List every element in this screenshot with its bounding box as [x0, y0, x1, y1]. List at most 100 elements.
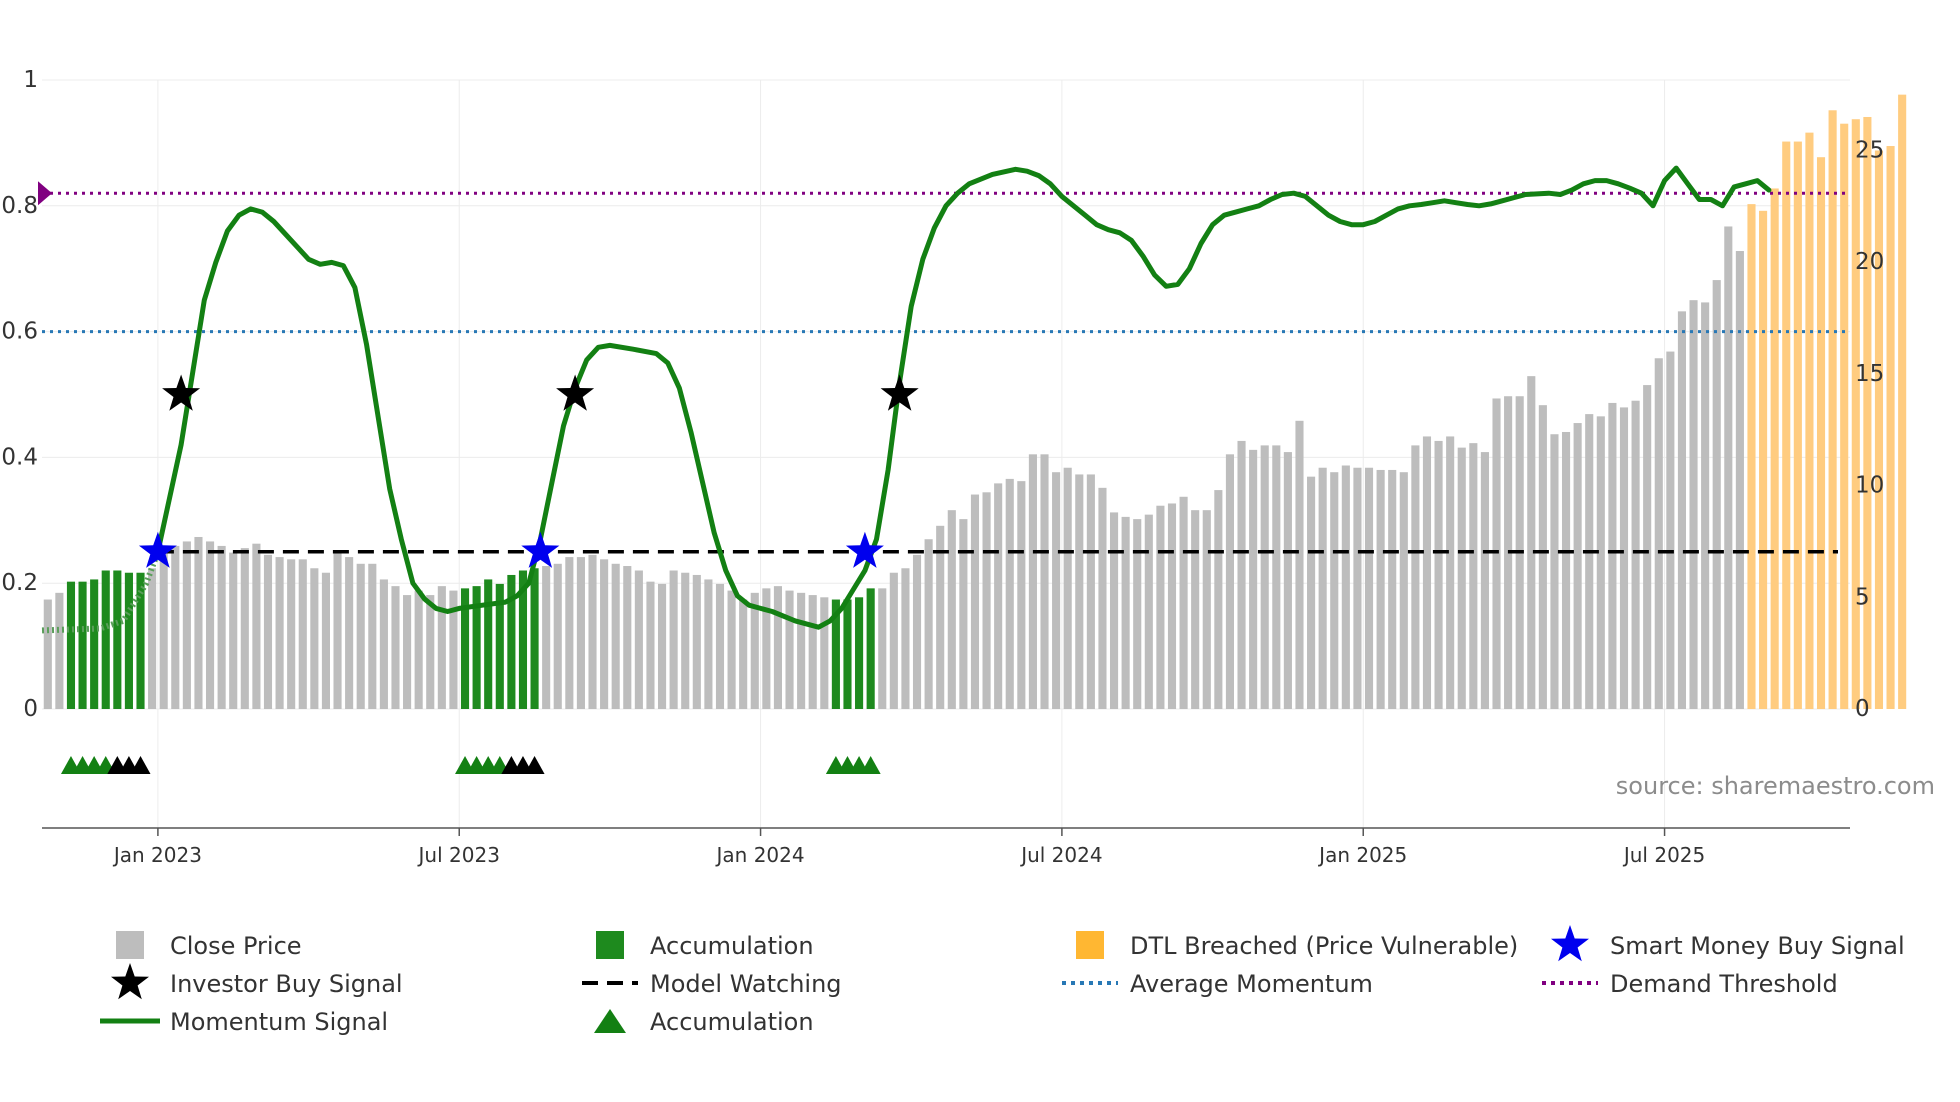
close-price-bar	[704, 579, 713, 709]
close-price-bar	[1411, 445, 1420, 709]
legend-label: DTL Breached (Price Vulnerable)	[1130, 932, 1518, 960]
close-price-bar	[1330, 472, 1339, 709]
close-price-bar	[1109, 512, 1119, 709]
close-price-bar	[252, 543, 261, 709]
close-price-bar	[1376, 469, 1385, 709]
close-price-bar	[1724, 226, 1733, 709]
investor-buy-signal-star	[162, 374, 201, 411]
close-price-bar	[1307, 476, 1316, 709]
close-price-bar	[634, 570, 643, 709]
legend-star-icon	[111, 963, 149, 1000]
close-price-bar	[762, 588, 771, 709]
close-price-bar	[889, 572, 898, 709]
legend-item: Accumulation	[594, 1008, 814, 1036]
close-price-bar	[588, 554, 597, 709]
legend-label: Average Momentum	[1130, 970, 1373, 998]
close-price-bar	[321, 572, 330, 709]
close-price-bar	[669, 570, 678, 709]
left-tick-label: 0.6	[1, 319, 38, 345]
close-price-bar	[715, 583, 725, 709]
close-price-bar	[1040, 454, 1049, 709]
dtl-breached-bar	[1828, 110, 1837, 710]
close-price-bar	[1457, 447, 1466, 709]
close-price-bar	[797, 592, 806, 709]
accumulation-bar	[101, 570, 110, 709]
legend-square-icon	[596, 931, 624, 959]
dtl-breached-bar	[1805, 132, 1814, 709]
close-price-bar	[310, 568, 319, 709]
legend-star-icon	[1551, 925, 1589, 962]
close-price-bar	[205, 541, 215, 709]
legend-item: DTL Breached (Price Vulnerable)	[1076, 931, 1518, 960]
close-price-bar	[1538, 405, 1547, 709]
close-price-bar	[1619, 407, 1629, 709]
smart-money-buy-signal-star	[521, 531, 560, 568]
close-price-bar	[820, 597, 829, 709]
close-price-bar	[449, 590, 458, 709]
close-price-bar	[368, 563, 377, 709]
close-price-bar	[1701, 302, 1710, 709]
close-price-bar	[1388, 469, 1397, 709]
close-price-bar	[1735, 251, 1744, 709]
close-price-bar	[43, 599, 52, 709]
close-price-bar	[785, 590, 794, 709]
legend-item: Investor Buy Signal	[111, 963, 403, 1000]
close-price-bar	[970, 494, 980, 709]
close-price-bar	[600, 559, 609, 709]
close-price-bar	[159, 552, 168, 709]
close-price-bar	[217, 545, 226, 709]
right-tick-label: 25	[1855, 138, 1884, 164]
close-price-bar	[1005, 478, 1014, 709]
accumulation-bar	[831, 599, 840, 709]
close-price-bar	[750, 592, 759, 709]
close-price-bar	[692, 574, 701, 709]
accumulation-bar	[495, 583, 504, 709]
close-price-bar	[1295, 420, 1304, 709]
legend-square-icon	[1076, 931, 1104, 959]
legend-item: Momentum Signal	[100, 1008, 388, 1036]
accumulation-bar	[136, 572, 145, 709]
close-price-bar	[437, 586, 446, 709]
close-price-bar	[1446, 436, 1455, 709]
legend-label: Close Price	[170, 932, 302, 960]
accumulation-bar	[472, 586, 481, 709]
accumulation-bar	[460, 588, 470, 709]
right-tick-label: 5	[1855, 584, 1870, 610]
legend-item: Accumulation	[596, 931, 814, 960]
legend-square-icon	[116, 931, 144, 959]
close-price-bar	[1063, 467, 1072, 709]
close-price-bar	[1550, 434, 1559, 709]
close-price-bar	[739, 599, 748, 709]
accumulation-bar	[66, 581, 76, 709]
investor-buy-signal-star	[880, 374, 919, 411]
close-price-bar	[623, 566, 632, 709]
accumulation-bar	[113, 570, 122, 709]
close-price-bar	[1492, 398, 1501, 709]
close-price-bar	[1260, 445, 1269, 709]
close-price-bar	[1399, 472, 1408, 709]
close-price-bar	[1179, 496, 1188, 709]
source-label: source: sharemaestro.com	[1616, 772, 1935, 800]
close-price-bar	[345, 557, 354, 709]
close-price-bar	[947, 510, 956, 709]
close-price-bar	[901, 568, 910, 709]
left-tick-label: 0.4	[1, 444, 38, 470]
close-price-bar	[194, 536, 203, 709]
x-tick-label: Jan 2023	[112, 843, 202, 867]
close-price-bar	[1712, 280, 1721, 709]
dtl-breached-bar	[1840, 123, 1849, 709]
close-price-bar	[657, 583, 667, 709]
close-price-bar	[1364, 467, 1374, 709]
close-price-bar	[1689, 300, 1698, 709]
accumulation-bar	[124, 572, 133, 709]
close-price-bar	[229, 552, 238, 709]
close-price-bar	[1631, 400, 1640, 709]
close-price-bar	[1133, 519, 1142, 709]
signal-markers	[60, 374, 919, 774]
left-tick-label: 0.8	[1, 193, 38, 219]
close-price-bar	[1156, 505, 1165, 709]
close-price-bar	[912, 554, 922, 709]
right-tick-label: 15	[1855, 361, 1884, 387]
close-price-bar	[1480, 452, 1489, 709]
close-price-bar	[1191, 510, 1200, 709]
